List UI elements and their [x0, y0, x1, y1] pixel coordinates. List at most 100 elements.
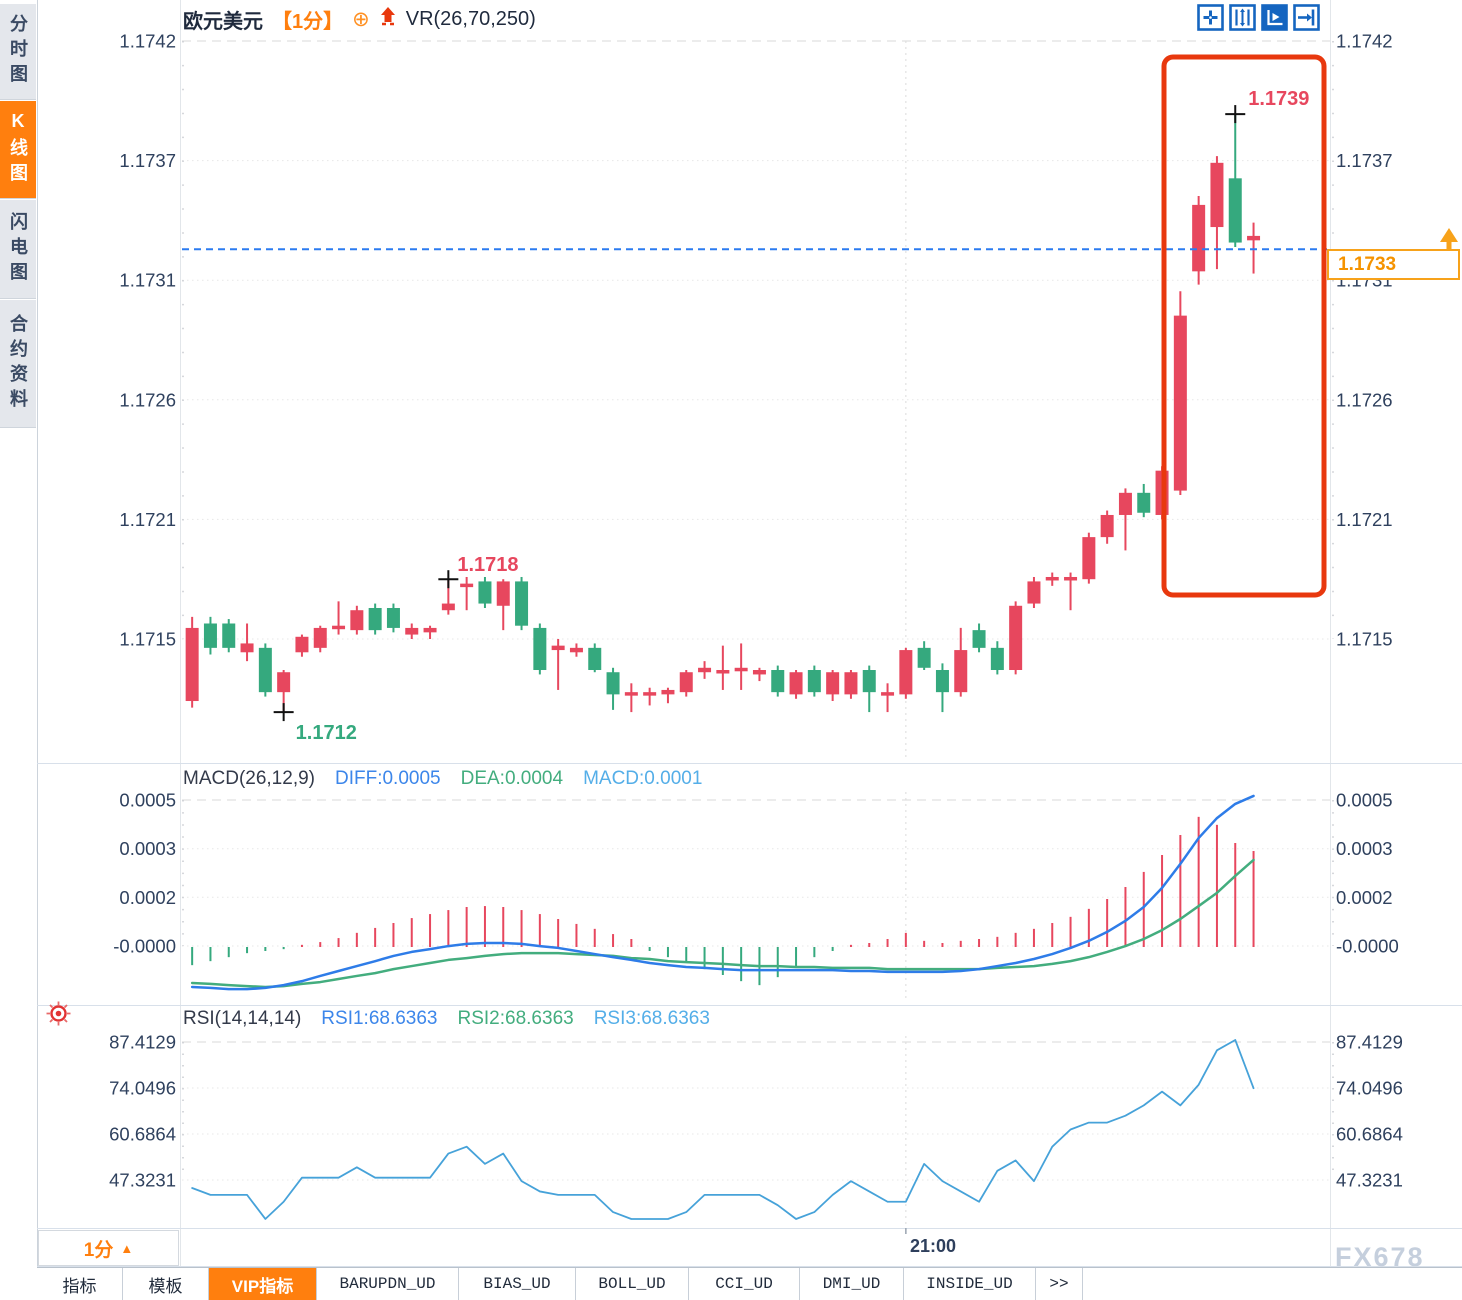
rsi1-value: RSI1:68.6363 — [321, 1008, 438, 1029]
y-axis-label-right: 0.0003 — [1336, 838, 1393, 859]
period-selector-label: 1分 — [83, 1239, 114, 1261]
tab-[interactable]: 指标 — [37, 1268, 123, 1300]
candle — [222, 619, 236, 653]
circle-plus-icon[interactable]: ⊕ — [352, 7, 370, 31]
candle — [203, 616, 217, 655]
candle — [1210, 156, 1224, 270]
candle — [569, 643, 583, 657]
current-price-tag: 1.1733 — [1327, 249, 1460, 280]
y-axis-label-left: 1.1715 — [119, 629, 176, 650]
low-price-marker: 1.1712 — [296, 722, 357, 744]
rsi-line — [191, 1039, 1255, 1220]
candle — [533, 623, 547, 675]
tab-[interactable]: 模板 — [123, 1268, 209, 1300]
candle — [588, 643, 602, 673]
candle — [368, 603, 382, 635]
candle — [771, 665, 785, 697]
candle — [423, 625, 437, 639]
y-axis-label-left: 1.1721 — [119, 509, 176, 530]
candle — [515, 576, 529, 631]
candle — [899, 647, 913, 699]
watermark: FX678 — [1335, 1242, 1425, 1272]
candle — [752, 667, 766, 682]
candle — [478, 576, 492, 608]
candle — [972, 623, 986, 653]
macd-macd-value: MACD:0.0001 — [583, 768, 703, 789]
y-axis-label-right: 47.3231 — [1336, 1170, 1403, 1191]
macd-dea-value: DEA:0.0004 — [460, 768, 564, 789]
candle — [716, 645, 730, 690]
crosshair-icon[interactable] — [1197, 4, 1224, 31]
vr-indicator-label: VR(26,70,250) — [405, 8, 536, 30]
tab-barupdn_ud[interactable]: BARUPDN_UD — [317, 1268, 459, 1300]
macd-dea-line — [190, 858, 1255, 989]
symbol-name: 欧元美元 — [183, 11, 263, 33]
y-axis-label-left: 74.0496 — [109, 1078, 176, 1099]
y-axis-label-left: 1.1737 — [119, 150, 176, 171]
axis-range-icon[interactable] — [1229, 4, 1256, 31]
y-axis-label-right: 1.1721 — [1336, 509, 1393, 530]
candle — [624, 683, 638, 713]
candle — [935, 663, 949, 713]
candle — [807, 665, 821, 697]
tab-inside_ud[interactable]: INSIDE_UD — [904, 1268, 1036, 1300]
tab-vip[interactable]: VIP指标 — [209, 1268, 317, 1300]
y-axis-label-right: 74.0496 — [1336, 1078, 1403, 1099]
candle — [386, 603, 400, 633]
candle — [917, 641, 931, 671]
y-axis-label-right: 1.1715 — [1336, 629, 1393, 650]
candles-layer — [185, 114, 1261, 713]
price-tag-arrow-icon — [1440, 228, 1458, 250]
candle — [643, 687, 657, 706]
tab-bias_ud[interactable]: BIAS_UD — [459, 1268, 576, 1300]
go-to-latest-icon[interactable] — [1293, 4, 1320, 31]
candle — [1137, 483, 1151, 518]
candle — [313, 625, 327, 653]
hot-alert-icon[interactable] — [45, 1000, 72, 1032]
macd-diff-value: DIFF:0.0005 — [335, 768, 441, 789]
candle — [496, 579, 510, 631]
candle — [1118, 488, 1132, 551]
candle — [295, 634, 309, 657]
sidebar-item-4[interactable]: 合约资料 — [0, 300, 36, 428]
y-axis-label-left: -0.0000 — [113, 936, 176, 957]
macd-histogram — [191, 816, 1255, 986]
macd-params-label[interactable]: MACD(26,12,9) — [183, 768, 315, 789]
candle — [1009, 601, 1023, 675]
high-price-marker: 1.1739 — [1248, 88, 1309, 110]
y-axis-label-right: 60.6864 — [1336, 1124, 1403, 1145]
tab-dmi_ud[interactable]: DMI_UD — [800, 1268, 904, 1300]
candle — [698, 661, 712, 679]
auto-follow-icon[interactable] — [1261, 4, 1288, 31]
rsi-params-label[interactable]: RSI(14,14,14) — [183, 1008, 302, 1029]
sidebar-item-3[interactable]: 闪电图 — [0, 200, 36, 299]
chart-header: 欧元美元 【1分】 ⊕ VR(26,70,250) — [183, 5, 536, 34]
y-axis-label-left: 0.0002 — [119, 887, 176, 908]
y-axis-label-right: 0.0005 — [1336, 790, 1393, 811]
sidebar-item-2[interactable]: K线图 — [0, 101, 36, 199]
y-axis-label-right: -0.0000 — [1336, 936, 1399, 957]
y-axis-label-left: 87.4129 — [109, 1032, 176, 1053]
y-axis-label-right: 1.1737 — [1336, 150, 1393, 171]
tab-cci_ud[interactable]: CCI_UD — [689, 1268, 800, 1300]
y-axis-label-left: 47.3231 — [109, 1170, 176, 1191]
time-axis-label: 21:00 — [909, 1236, 957, 1256]
candle — [661, 687, 675, 704]
candle — [240, 623, 254, 662]
period-selector[interactable]: 1分 ▲ — [38, 1230, 179, 1266]
tab-boll_ud[interactable]: BOLL_UD — [576, 1268, 689, 1300]
period-tag[interactable]: 【1分】 — [272, 11, 344, 33]
candle — [606, 667, 620, 710]
sidebar-item-1[interactable]: 分时图 — [0, 4, 36, 100]
y-axis-label-right: 1.1726 — [1336, 389, 1393, 410]
candle — [1045, 572, 1059, 586]
candle — [460, 576, 474, 611]
candle — [734, 643, 748, 690]
macd-diff-line — [190, 794, 1255, 991]
chart-toolbar — [1197, 4, 1320, 31]
left-sidebar: 分时图 K线图 闪电图 合约资料 — [0, 0, 38, 1300]
y-axis-label-left: 1.1726 — [119, 389, 176, 410]
tab->>[interactable]: >> — [1036, 1268, 1083, 1300]
